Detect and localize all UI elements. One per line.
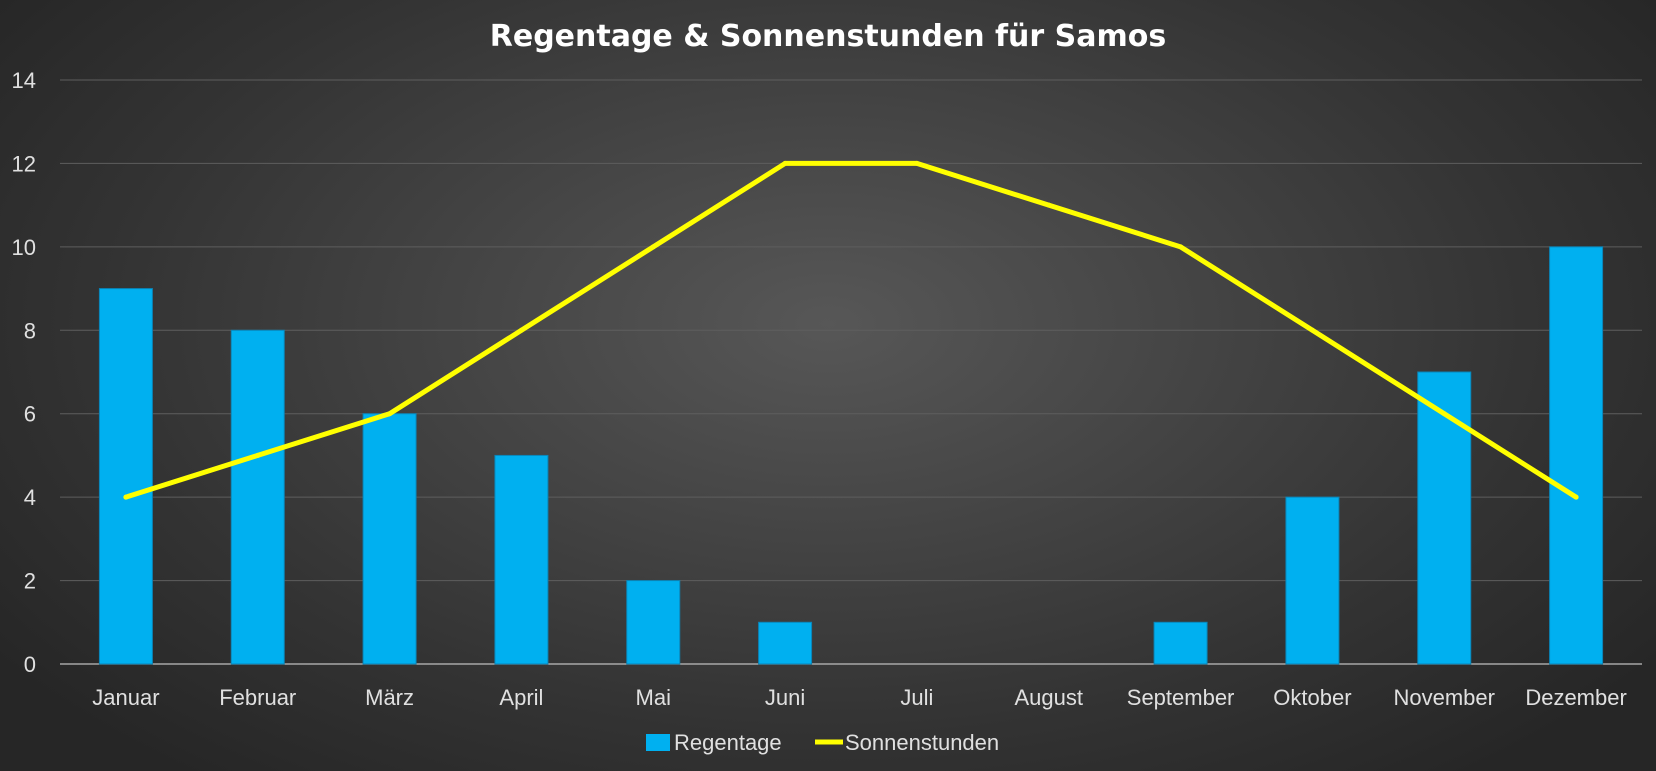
- y-axis-ticks: 0 2 4 6 8 10 12 14: [12, 68, 36, 677]
- line-point-sonnenstunden: [914, 160, 920, 166]
- line-point-sonnenstunden: [1309, 327, 1315, 333]
- bar-regentage: [494, 454, 549, 665]
- x-tick-label: Januar: [92, 685, 159, 710]
- bar-regentage: [1417, 371, 1472, 665]
- bar-regentage: [362, 413, 417, 665]
- x-tick-label: September: [1127, 685, 1235, 710]
- y-tick-label: 2: [24, 569, 36, 594]
- line-point-sonnenstunden: [387, 411, 393, 417]
- y-tick-label: 10: [12, 235, 36, 260]
- x-tick-label: August: [1015, 685, 1084, 710]
- bar-regentage: [98, 288, 153, 665]
- x-tick-label: März: [365, 685, 414, 710]
- line-point-sonnenstunden: [1178, 244, 1184, 250]
- bar-regentage: [626, 580, 681, 665]
- bar-regentage: [1549, 246, 1604, 665]
- line-point-sonnenstunden: [255, 452, 261, 458]
- legend-label-sonnenstunden: Sonnenstunden: [845, 730, 999, 755]
- line-point-sonnenstunden: [1573, 494, 1579, 500]
- y-tick-label: 0: [24, 652, 36, 677]
- y-tick-label: 4: [24, 485, 36, 510]
- line-point-sonnenstunden: [1441, 411, 1447, 417]
- x-tick-label: Dezember: [1525, 685, 1626, 710]
- bar-regentage: [1285, 496, 1340, 665]
- y-tick-label: 6: [24, 402, 36, 427]
- bar-regentage: [230, 329, 285, 665]
- line-series-sonnenstunden: [123, 160, 1579, 500]
- x-tick-label: November: [1394, 685, 1495, 710]
- bar-series-regentage: [98, 246, 1604, 665]
- x-tick-label: Februar: [219, 685, 296, 710]
- y-tick-label: 14: [12, 68, 36, 93]
- x-tick-label: Juli: [900, 685, 933, 710]
- legend-label-regentage: Regentage: [674, 730, 782, 755]
- line-point-sonnenstunden: [782, 160, 788, 166]
- legend: Regentage Sonnenstunden: [646, 730, 999, 755]
- line-point-sonnenstunden: [650, 244, 656, 250]
- legend-swatch-regentage: [646, 734, 670, 751]
- y-tick-label: 12: [12, 151, 36, 176]
- line-sonnenstunden: [123, 160, 1579, 500]
- bar-regentage: [758, 621, 813, 665]
- x-axis-ticks: Januar Februar März April Mai Juni Juli August S…: [92, 685, 1627, 710]
- y-tick-label: 8: [24, 318, 36, 343]
- x-tick-label: Oktober: [1273, 685, 1351, 710]
- x-tick-label: Juni: [765, 685, 805, 710]
- chart-title: Regentage & Sonnenstunden für Samos: [490, 19, 1166, 54]
- x-tick-label: April: [499, 685, 543, 710]
- line-point-sonnenstunden: [518, 327, 524, 333]
- grid-layer: [60, 79, 1642, 665]
- line-point-sonnenstunden: [123, 494, 129, 500]
- line-point-sonnenstunden: [1046, 202, 1052, 208]
- bar-regentage: [1153, 621, 1208, 665]
- x-tick-label: Mai: [636, 685, 671, 710]
